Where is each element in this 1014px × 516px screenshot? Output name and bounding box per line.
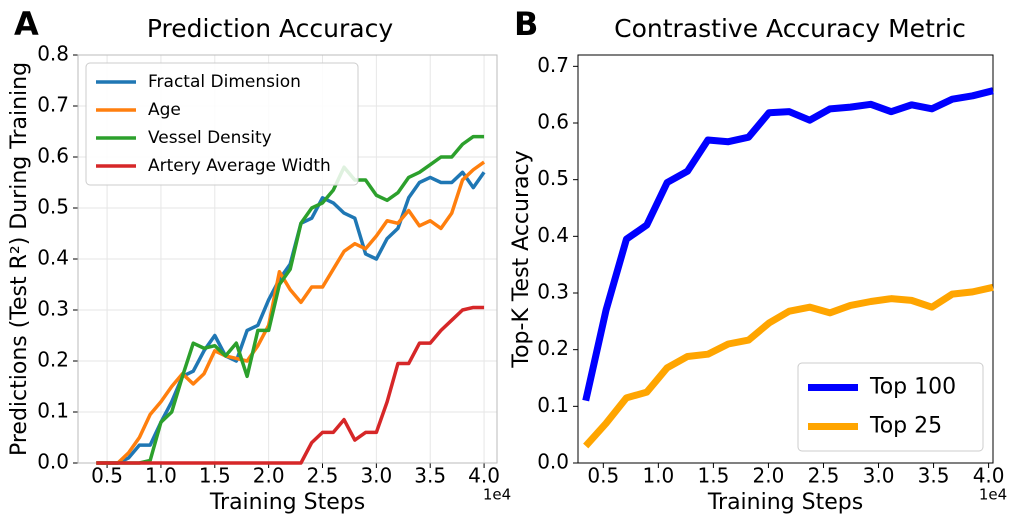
y-tick-label: 0.1	[37, 399, 69, 423]
x-tick-label: 3.5	[414, 464, 446, 488]
series-line	[96, 160, 486, 465]
panel-label: A	[14, 5, 39, 43]
y-axis-label: Top-K Test Accuracy	[509, 150, 534, 368]
y-tick-label: 0.7	[37, 93, 69, 117]
y-tick-label: 0.0	[537, 450, 569, 474]
x-axis-label: Training Steps	[707, 490, 863, 515]
y-axis-label: Predictions (Test R²) During Training	[7, 62, 32, 456]
y-tick-label: 0.4	[537, 223, 569, 247]
y-tick-label: 0.7	[537, 53, 569, 77]
x-tick-label: 1.0	[642, 464, 674, 488]
y-tick-label: 0.1	[537, 393, 569, 417]
x-tick-label: 2.0	[753, 464, 785, 488]
x-tick-label: 1.0	[145, 464, 177, 488]
x-tick-label: 1.5	[199, 464, 231, 488]
x-offset-label: 1e4	[979, 486, 1007, 504]
x-axis-label: Training Steps	[209, 490, 365, 515]
legend-label: Top 100	[869, 375, 956, 400]
y-tick-label: 0.3	[537, 280, 569, 304]
x-tick-label: 4.0	[468, 464, 500, 488]
panel-label: B	[514, 5, 538, 43]
x-tick-label: 1.5	[697, 464, 729, 488]
legend-label: Fractal Dimension	[148, 72, 301, 92]
x-offset-label: 1e4	[483, 486, 511, 504]
y-tick-label: 0.5	[37, 195, 69, 219]
y-tick-label: 0.5	[537, 166, 569, 190]
y-tick-label: 0.3	[37, 297, 69, 321]
x-tick-label: 0.5	[587, 464, 619, 488]
x-tick-label: 2.5	[307, 464, 339, 488]
y-tick-label: 0.4	[37, 246, 69, 270]
y-tick-label: 0.0	[37, 450, 69, 474]
x-tick-label: 3.0	[863, 464, 895, 488]
series-line	[582, 87, 994, 402]
y-tick-label: 0.2	[537, 336, 569, 360]
x-tick-label: 3.0	[360, 464, 392, 488]
series-line	[96, 305, 485, 465]
x-tick-label: 2.0	[253, 464, 285, 488]
legend-label: Top 25	[869, 414, 942, 439]
y-tick-label: 0.2	[37, 348, 69, 372]
y-tick-label: 0.6	[537, 110, 569, 134]
x-tick-label: 2.5	[808, 464, 840, 488]
x-tick-label: 0.5	[91, 464, 123, 488]
legend-box	[85, 62, 359, 186]
x-tick-label: 4.0	[973, 464, 1005, 488]
legend-label: Artery Average Width	[148, 156, 331, 176]
y-tick-label: 0.6	[37, 144, 69, 168]
y-tick-label: 0.8	[37, 42, 69, 66]
x-tick-label: 3.5	[918, 464, 950, 488]
chart-title: Contrastive Accuracy Metric	[614, 14, 966, 43]
legend-label: Vessel Density	[148, 128, 272, 148]
series-line	[96, 134, 485, 465]
series-line	[583, 283, 994, 449]
chart-title: Prediction Accuracy	[147, 14, 393, 43]
legend-label: Age	[148, 100, 181, 120]
